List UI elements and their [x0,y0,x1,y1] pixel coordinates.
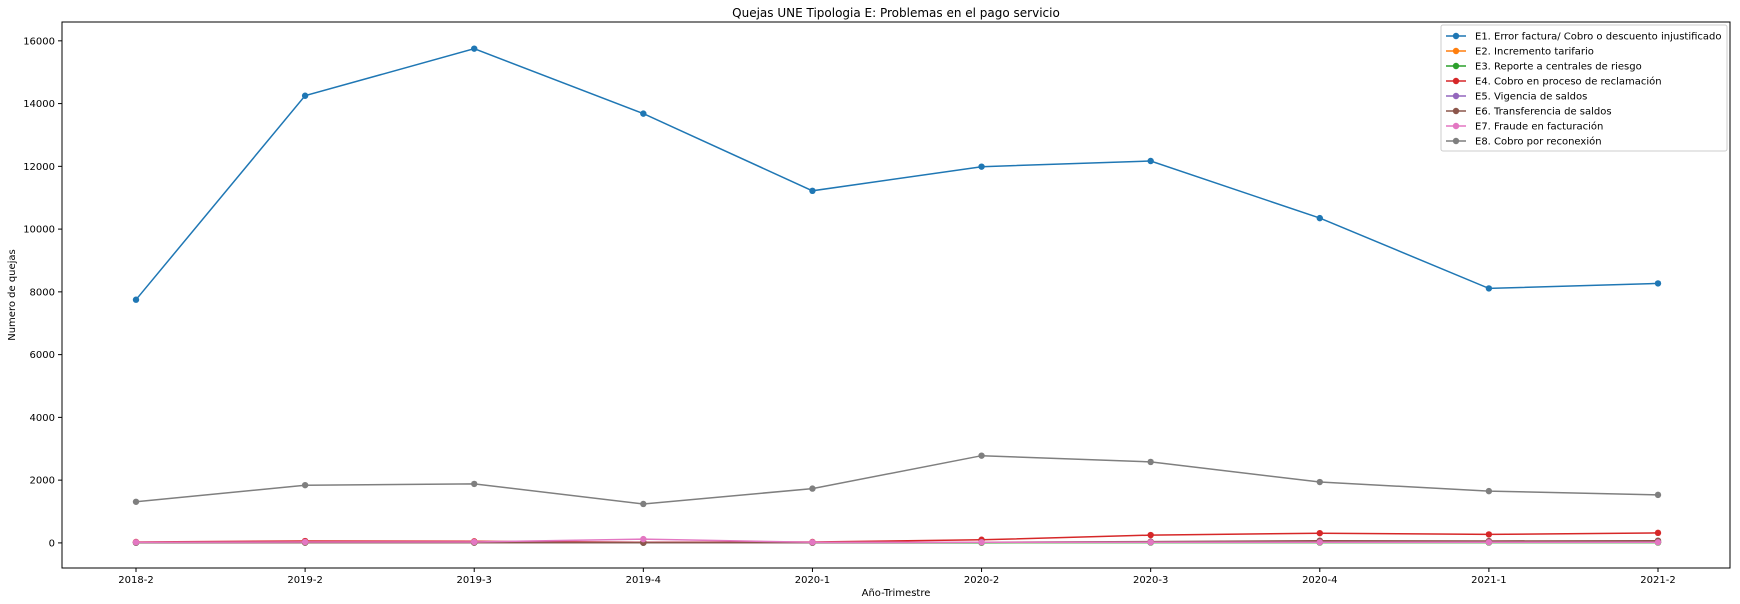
x-tick-label: 2020-1 [795,575,830,586]
data-point [1654,539,1662,546]
data-point [471,45,478,52]
chart-title: Quejas UNE Tipologia E: Problemas en el … [732,6,1060,20]
legend-item: E2. Incremento tarifario [1446,47,1594,58]
data-point [640,110,647,117]
legend-swatch-marker [1452,47,1460,55]
legend-item: E8. Cobro por reconexión [1446,136,1602,148]
data-point [1485,531,1493,538]
data-point [978,539,985,546]
data-point [1316,529,1323,537]
x-tick-label: 2021-1 [1471,575,1506,586]
data-point [1147,458,1154,466]
series-layer [132,45,1662,546]
x-axis: 2018-2 2019-2 2019-3 2019-4 2020-1 2020-2 2020… [118,568,1676,586]
y-tick-label: 4000 [30,413,55,424]
legend-swatch-marker [1452,107,1460,115]
data-point [1147,539,1154,546]
y-tick-label: 2000 [30,476,55,487]
data-point [640,535,647,543]
series-7 [132,535,1662,546]
y-tick-label: 8000 [30,287,55,298]
legend-label: E1. Error factura/ Cobro o descuento inj… [1475,32,1722,43]
y-axis-label: Numero de quejas [7,249,18,341]
data-point [978,163,985,170]
data-point [809,539,816,546]
x-tick-label: 2019-2 [287,575,322,586]
data-point [301,538,309,546]
data-point [1147,157,1154,165]
legend-swatch-marker [1452,137,1460,145]
data-point [1316,214,1323,222]
series-line [135,532,1659,544]
series-1 [132,45,1662,303]
y-tick-label: 12000 [23,162,55,173]
series-8 [132,452,1662,508]
data-point [471,538,478,546]
x-tick-label: 2018-2 [118,575,153,586]
legend-label: E5. Vigencia de saldos [1475,92,1587,103]
legend-item: E5. Vigencia de saldos [1446,92,1587,103]
legend-label: E6. Transferencia de saldos [1475,107,1612,118]
data-point [132,296,140,303]
data-point [640,500,647,508]
data-point [471,480,478,488]
x-tick-label: 2020-3 [1133,575,1168,586]
legend-swatch-marker [1452,62,1460,70]
data-point [1485,539,1493,546]
legend-swatch-marker [1452,92,1460,100]
data-point [809,187,816,195]
legend-label: E2. Incremento tarifario [1475,47,1594,58]
legend-label: E3. Reporte a centrales de riesgo [1475,62,1642,73]
series-line [135,47,1659,301]
legend-item: E4. Cobro en proceso de reclamación [1446,76,1662,88]
series-line [135,454,1659,505]
data-point [301,481,309,489]
y-tick-label: 14000 [23,99,55,110]
data-point [978,452,985,459]
data-point [1316,478,1323,486]
legend-box [1440,24,1728,152]
y-tick-label: 16000 [23,36,55,47]
data-point [1485,285,1493,292]
x-tick-label: 2020-2 [964,575,999,586]
series-line [135,538,1658,544]
y-tick-label: 10000 [23,225,55,236]
legend-item: E7. Fraude en facturación [1446,121,1603,133]
legend: E1. Error factura/ Cobro o descuento inj… [1440,24,1728,152]
x-tick-label: 2021-2 [1640,575,1675,586]
data-point [1654,529,1662,537]
y-axis: 0 2000 4000 6000 8000 10000 12000 14000 16000 [23,36,62,549]
x-tick-label: 2019-3 [457,575,492,586]
legend-label: E4. Cobro en proceso de reclamación [1475,76,1662,88]
legend-item: E1. Error factura/ Cobro o descuento inj… [1446,32,1722,43]
data-point [1485,487,1493,495]
y-tick-label: 0 [49,538,55,549]
data-point [1654,491,1662,499]
data-point [1316,539,1323,546]
legend-item: E3. Reporte a centrales de riesgo [1446,62,1642,73]
data-point [1147,531,1154,539]
data-point [132,498,140,505]
legend-swatch-marker [1452,122,1460,130]
data-point [132,539,140,546]
x-tick-label: 2019-4 [626,575,661,586]
legend-swatch-marker [1452,32,1460,40]
legend-swatch-marker [1452,77,1460,85]
legend-item: E6. Transferencia de saldos [1446,107,1612,118]
data-point [809,485,816,492]
data-point [1654,280,1662,287]
y-tick-label: 6000 [30,350,55,361]
x-axis-label: Año-Trimestre [862,588,931,599]
legend-label: E7. Fraude en facturación [1475,121,1603,133]
x-tick-label: 2020-4 [1302,575,1337,586]
legend-label: E8. Cobro por reconexión [1475,136,1602,148]
data-point [301,92,309,99]
